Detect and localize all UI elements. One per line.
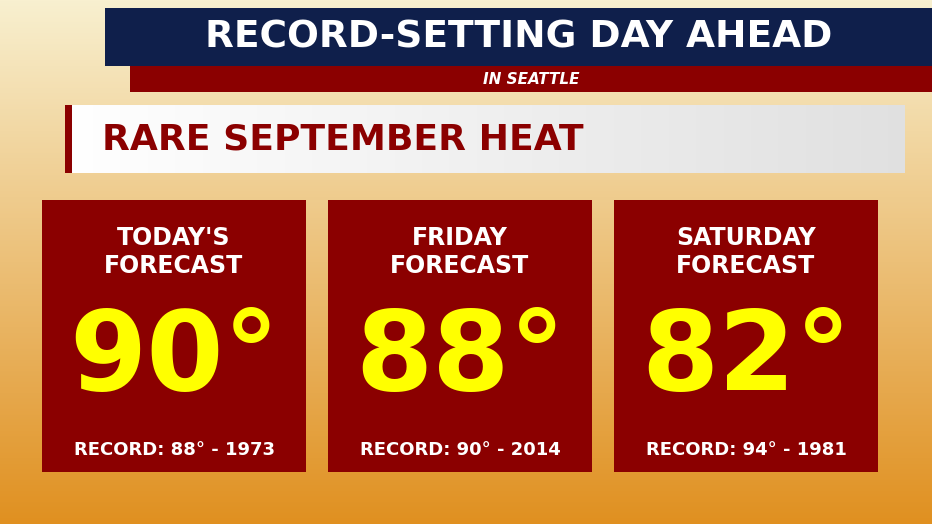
Text: 88°: 88°	[355, 307, 565, 413]
Text: TODAY'S
FORECAST: TODAY'S FORECAST	[104, 226, 243, 278]
Text: SATURDAY
FORECAST: SATURDAY FORECAST	[676, 226, 816, 278]
Text: 82°: 82°	[641, 307, 851, 413]
Text: RECORD: 94° - 1981: RECORD: 94° - 1981	[646, 441, 846, 459]
Bar	[328, 200, 592, 472]
Bar	[65, 105, 72, 173]
Text: RECORD: 90° - 2014: RECORD: 90° - 2014	[360, 441, 560, 459]
Bar	[614, 200, 878, 472]
Text: FRIDAY
FORECAST: FRIDAY FORECAST	[391, 226, 529, 278]
Text: 90°: 90°	[69, 307, 279, 413]
Bar	[130, 66, 932, 92]
Text: RECORD-SETTING DAY AHEAD: RECORD-SETTING DAY AHEAD	[205, 19, 832, 55]
Bar	[42, 200, 306, 472]
Text: RARE SEPTEMBER HEAT: RARE SEPTEMBER HEAT	[102, 122, 583, 156]
Text: RECORD: 88° - 1973: RECORD: 88° - 1973	[74, 441, 275, 459]
Text: IN SEATTLE: IN SEATTLE	[483, 71, 580, 86]
Bar	[105, 8, 932, 66]
